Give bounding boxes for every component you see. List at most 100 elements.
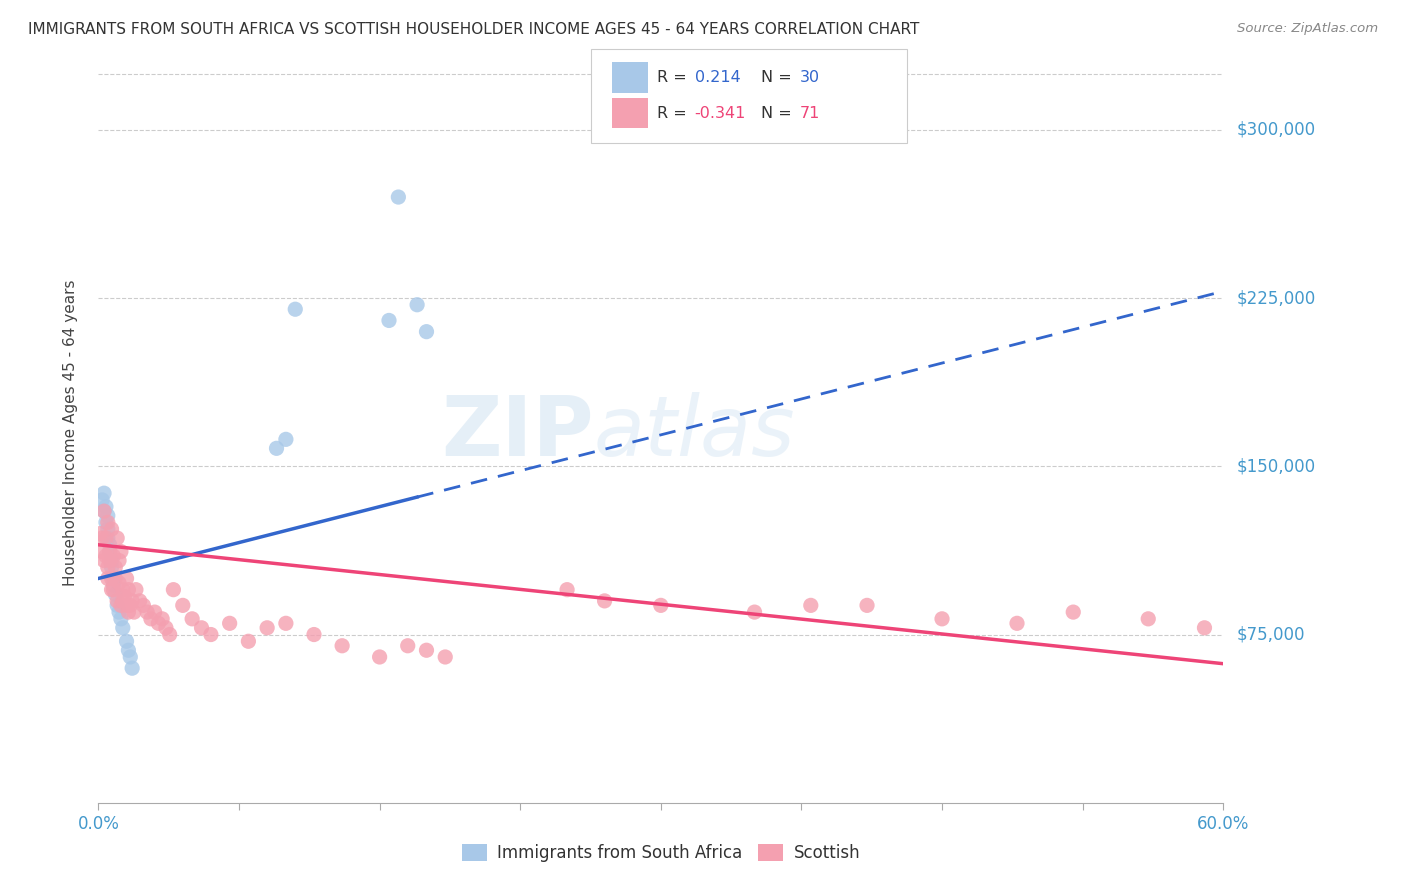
Point — [97, 571, 120, 585]
Point — [120, 650, 142, 665]
Point — [100, 553, 122, 567]
Point — [284, 302, 307, 317]
Point — [115, 571, 138, 585]
Text: -0.341: -0.341 — [695, 106, 747, 120]
Point — [650, 599, 672, 613]
Point — [91, 544, 114, 558]
Point — [110, 544, 132, 558]
Point — [121, 594, 143, 608]
Point — [406, 298, 429, 312]
Point — [94, 549, 117, 563]
Text: ZIP: ZIP — [441, 392, 593, 473]
Point — [93, 486, 115, 500]
Legend: Immigrants from South Africa, Scottish: Immigrants from South Africa, Scottish — [456, 837, 866, 869]
Point — [256, 621, 278, 635]
Point — [97, 560, 120, 574]
Point — [103, 571, 125, 585]
Point — [387, 190, 409, 204]
Point — [120, 599, 142, 613]
Point — [108, 553, 131, 567]
Point — [132, 599, 155, 613]
Point — [128, 594, 150, 608]
Point — [396, 639, 419, 653]
Point — [103, 578, 125, 592]
Text: 71: 71 — [800, 106, 820, 120]
Point — [155, 621, 177, 635]
Point — [105, 531, 128, 545]
Point — [105, 599, 128, 613]
Point — [104, 587, 127, 601]
Point — [110, 612, 132, 626]
Text: $225,000: $225,000 — [1237, 289, 1316, 307]
Point — [274, 433, 297, 447]
Point — [434, 650, 457, 665]
Point — [181, 612, 204, 626]
Point — [122, 605, 145, 619]
Point — [148, 616, 170, 631]
Point — [94, 516, 117, 530]
Point — [378, 313, 401, 327]
Point — [1137, 612, 1160, 626]
Point — [172, 599, 194, 613]
Point — [115, 599, 138, 613]
Point — [111, 621, 134, 635]
Text: R =: R = — [657, 70, 692, 85]
Point — [93, 504, 115, 518]
Text: $75,000: $75,000 — [1237, 625, 1306, 643]
Point — [93, 553, 115, 567]
Point — [593, 594, 616, 608]
Point — [98, 553, 121, 567]
Point — [108, 576, 131, 591]
Point — [104, 571, 127, 585]
Point — [200, 627, 222, 641]
Point — [97, 531, 120, 545]
Point — [100, 582, 122, 597]
Point — [159, 627, 181, 641]
Point — [94, 531, 117, 545]
Point — [117, 582, 139, 597]
Point — [800, 599, 823, 613]
Point — [218, 616, 240, 631]
Text: $150,000: $150,000 — [1237, 458, 1316, 475]
Text: IMMIGRANTS FROM SOUTH AFRICA VS SCOTTISH HOUSEHOLDER INCOME AGES 45 - 64 YEARS C: IMMIGRANTS FROM SOUTH AFRICA VS SCOTTISH… — [28, 22, 920, 37]
Point — [110, 599, 132, 613]
Point — [1062, 605, 1084, 619]
Point — [103, 549, 125, 563]
Point — [555, 582, 578, 597]
Point — [415, 325, 437, 339]
Point — [93, 504, 115, 518]
Point — [415, 643, 437, 657]
Point — [744, 605, 766, 619]
Point — [190, 621, 212, 635]
Text: atlas: atlas — [593, 392, 794, 473]
Point — [1005, 616, 1028, 631]
Point — [108, 605, 131, 619]
Point — [125, 582, 148, 597]
Point — [368, 650, 391, 665]
Point — [238, 634, 260, 648]
Point — [143, 605, 166, 619]
Point — [302, 627, 325, 641]
Point — [104, 560, 127, 574]
Point — [100, 522, 122, 536]
Text: R =: R = — [657, 106, 692, 120]
Point — [139, 612, 162, 626]
Point — [114, 590, 136, 604]
Point — [117, 605, 139, 619]
Point — [330, 639, 353, 653]
Point — [266, 442, 288, 456]
Point — [931, 612, 953, 626]
Point — [150, 612, 173, 626]
Point — [91, 492, 114, 507]
Text: Source: ZipAtlas.com: Source: ZipAtlas.com — [1237, 22, 1378, 36]
Point — [91, 531, 114, 545]
Point — [115, 634, 138, 648]
Point — [98, 544, 121, 558]
Point — [136, 605, 159, 619]
Text: $300,000: $300,000 — [1237, 120, 1316, 139]
Point — [856, 599, 879, 613]
Point — [97, 522, 120, 536]
Point — [89, 526, 111, 541]
Point — [111, 582, 134, 597]
Y-axis label: Householder Income Ages 45 - 64 years: Householder Income Ages 45 - 64 years — [63, 279, 77, 586]
